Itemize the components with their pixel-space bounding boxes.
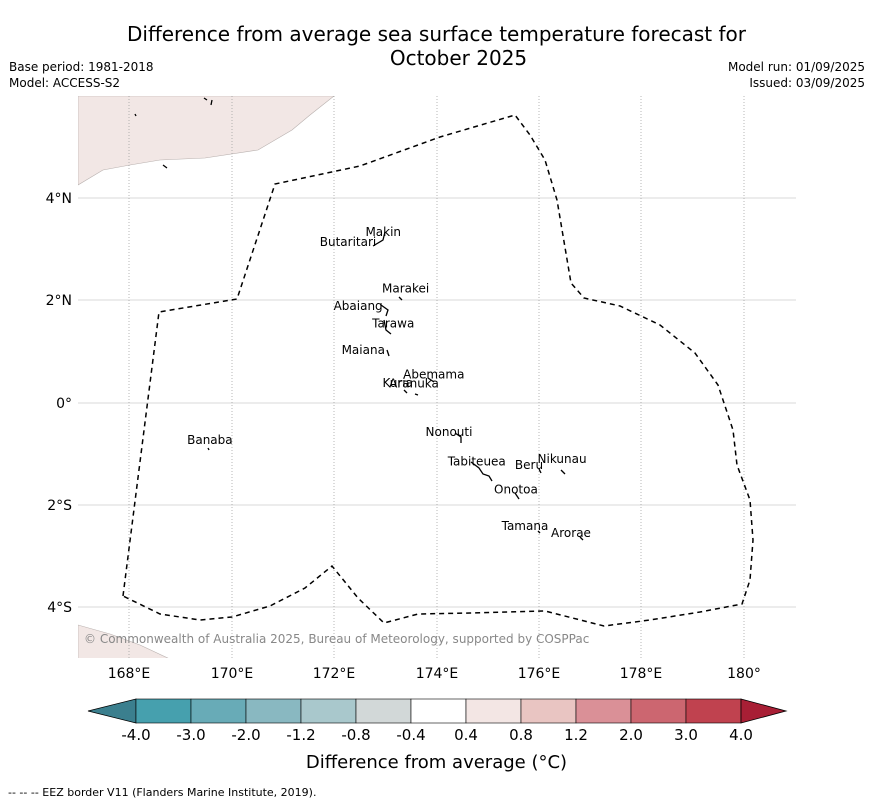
island-label-tarawa: Tarawa bbox=[371, 316, 414, 330]
eez-border bbox=[122, 114, 754, 627]
model-info: Base period: 1981-2018 Model: ACCESS-S2 bbox=[9, 59, 154, 91]
title-line-2: October 2025 bbox=[389, 46, 528, 70]
eez-source-note: -- -- -- EEZ border V11 (Flanders Marine… bbox=[8, 786, 317, 799]
colorbar-segment bbox=[465, 698, 522, 724]
x-tick-180: 180° bbox=[727, 666, 761, 682]
colorbar-tick: -4.0 bbox=[121, 726, 151, 744]
island-label-butaritari: Butaritari bbox=[320, 235, 377, 249]
island-shapes bbox=[134, 97, 584, 541]
title-line-1: Difference from average sea surface temp… bbox=[126, 22, 746, 46]
y-tick-2n: 2°N bbox=[46, 293, 72, 309]
island-label-maiana: Maiana bbox=[342, 343, 385, 357]
x-tick-174: 174°E bbox=[416, 666, 459, 682]
colorbar-tick: 2.0 bbox=[619, 726, 643, 744]
map-title: Difference from average sea surface temp… bbox=[0, 22, 873, 70]
island-label-beru: Beru bbox=[515, 458, 543, 472]
x-tick-172: 172°E bbox=[313, 666, 356, 682]
colorbar-tick: 0.8 bbox=[509, 726, 533, 744]
land-north-west bbox=[78, 96, 335, 186]
colorbar-extend-low bbox=[87, 698, 137, 724]
run-info: Model run: 01/09/2025 Issued: 03/09/2025 bbox=[728, 59, 865, 91]
colorbar-segment bbox=[630, 698, 687, 724]
x-tick-176: 176°E bbox=[518, 666, 561, 682]
island-label-nikunau: Nikunau bbox=[538, 452, 587, 466]
colorbar-segment bbox=[135, 698, 192, 724]
land-south-west bbox=[78, 624, 169, 658]
colorbar-segment bbox=[520, 698, 577, 724]
model-name: Model: ACCESS-S2 bbox=[9, 76, 121, 90]
y-tick-2s: 2°S bbox=[47, 498, 72, 514]
y-tick-0: 0° bbox=[56, 396, 72, 412]
island-label-tamana: Tamana bbox=[501, 519, 549, 533]
issued-date: Issued: 03/09/2025 bbox=[749, 76, 865, 90]
colorbar-tick: -2.0 bbox=[231, 726, 261, 744]
colorbar-tick: 1.2 bbox=[564, 726, 588, 744]
island-label-marakei: Marakei bbox=[382, 282, 429, 296]
colorbar-tick: -1.2 bbox=[286, 726, 316, 744]
island-label-arorae: Arorae bbox=[551, 526, 591, 540]
colorbar-segment bbox=[245, 698, 302, 724]
island-label-tabiteuea: Tabiteuea bbox=[447, 455, 506, 469]
colorbar-tick: 3.0 bbox=[674, 726, 698, 744]
island-label-onotoa: Onotoa bbox=[494, 482, 538, 496]
colorbar-segment bbox=[355, 698, 412, 724]
x-tick-170: 170°E bbox=[211, 666, 254, 682]
island-label-banaba: Banaba bbox=[187, 433, 233, 447]
colorbar-tick: -0.4 bbox=[396, 726, 426, 744]
island-label-nonouti: Nonouti bbox=[426, 425, 473, 439]
x-axis-labels: 168°E 170°E 172°E 174°E 176°E 178°E 180° bbox=[108, 666, 761, 682]
island-label-makin: Makin bbox=[365, 225, 401, 239]
colorbar-segment bbox=[410, 698, 467, 724]
island-label-abaiang: Abaiang bbox=[334, 299, 383, 313]
colorbar-segment bbox=[190, 698, 247, 724]
island-label-abemama: Abemama bbox=[403, 368, 464, 382]
colorbar-extend-high bbox=[740, 698, 788, 724]
island-label-aranuka: Aranuka bbox=[389, 376, 439, 390]
colorbar-tick: 4.0 bbox=[729, 726, 753, 744]
copyright-note: © Commonwealth of Australia 2025, Bureau… bbox=[84, 632, 590, 646]
colorbar-tick: -0.8 bbox=[341, 726, 371, 744]
island-label-kuria: Kuria bbox=[383, 376, 414, 390]
colorbar-segment bbox=[575, 698, 632, 724]
colorbar bbox=[87, 698, 788, 724]
colorbar-segment bbox=[300, 698, 357, 724]
gridlines bbox=[78, 96, 796, 658]
colorbar-label: Difference from average (°C) bbox=[305, 752, 568, 773]
x-tick-178: 178°E bbox=[620, 666, 663, 682]
y-tick-4n: 4°N bbox=[46, 191, 72, 207]
model-run: Model run: 01/09/2025 bbox=[727, 60, 865, 74]
x-tick-168: 168°E bbox=[108, 666, 151, 682]
y-axis-labels: 4°N 2°N 0° 2°S 4°S bbox=[46, 191, 73, 616]
y-tick-4s: 4°S bbox=[47, 600, 72, 616]
base-period: Base period: 1981-2018 bbox=[9, 60, 154, 74]
colorbar-tick: 0.4 bbox=[454, 726, 478, 744]
colorbar-tick: -3.0 bbox=[176, 726, 206, 744]
colorbar-segment bbox=[685, 698, 742, 724]
